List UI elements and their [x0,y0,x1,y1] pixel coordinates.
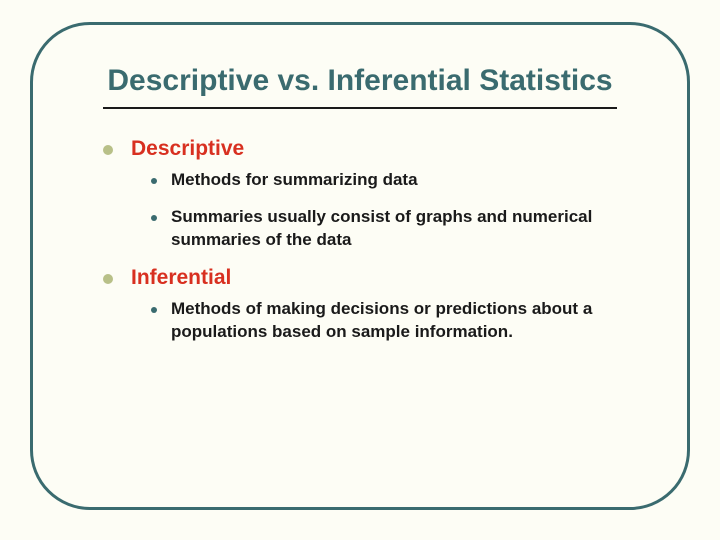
bullet-icon [151,178,157,184]
sub-text: Methods for summarizing data [171,169,418,192]
slide-content: Descriptive Methods for summarizing data… [33,137,687,344]
slide-frame: Descriptive vs. Inferential Statistics D… [30,22,690,510]
list-item: Methods for summarizing data [151,169,617,192]
list-item: Inferential [103,266,617,290]
section-label: Inferential [131,266,231,290]
bullet-icon [151,307,157,313]
title-underline [103,107,617,109]
sub-text: Methods of making decisions or predictio… [171,298,617,344]
bullet-icon [103,274,113,284]
list-item: Descriptive [103,137,617,161]
list-item: Methods of making decisions or predictio… [151,298,617,344]
bullet-icon [151,215,157,221]
bullet-icon [103,145,113,155]
sub-text: Summaries usually consist of graphs and … [171,206,617,252]
section-label: Descriptive [131,137,244,161]
list-item: Summaries usually consist of graphs and … [151,206,617,252]
slide-title: Descriptive vs. Inferential Statistics [33,63,687,99]
